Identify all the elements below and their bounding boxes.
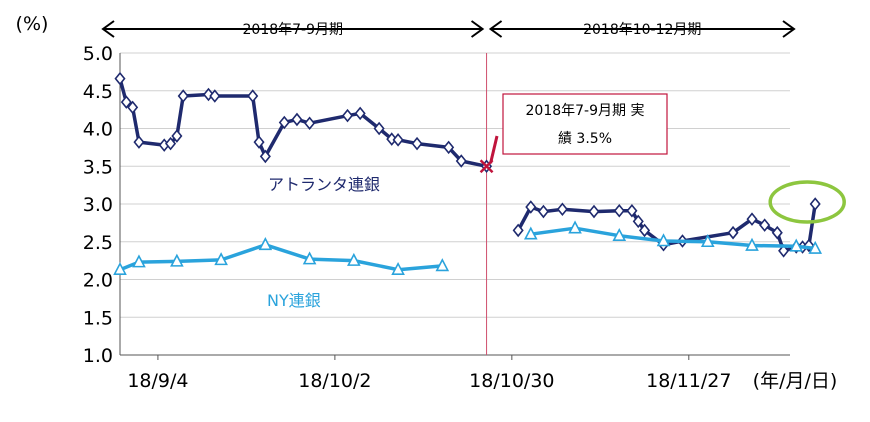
- period-arrowhead-left-0: [101, 20, 115, 38]
- y-tick-label: 1.0: [83, 345, 113, 367]
- data-point: [746, 212, 758, 226]
- data-point: [700, 234, 715, 248]
- data-point: [639, 223, 651, 238]
- data-point: [170, 253, 184, 267]
- annotation-pointer: [489, 135, 499, 164]
- x-tick-label: 18/11/27: [646, 370, 731, 392]
- data-point: [120, 95, 132, 109]
- series: [113, 71, 823, 275]
- data-point: [253, 135, 265, 149]
- x-unit-label: (年/月/日): [753, 370, 838, 392]
- data-point: [171, 129, 183, 143]
- data-point: [778, 244, 790, 258]
- data-point: [808, 240, 823, 254]
- data-point: [302, 251, 317, 265]
- data-point: [568, 220, 582, 234]
- y-tick-label: 3.0: [83, 194, 113, 216]
- data-point: [165, 136, 177, 151]
- period-label-q4: 2018年10-12月期: [583, 22, 701, 38]
- data-point: [626, 204, 638, 218]
- annotation: 2018年7-9月期 実 績 3.5%: [479, 93, 668, 174]
- annotation-x-marker: [479, 159, 494, 174]
- series-line: [118, 78, 487, 169]
- data-point: [525, 200, 537, 214]
- data-point: [209, 89, 221, 103]
- period-label-q3: 2018年7-9月期: [243, 22, 344, 38]
- data-point: [556, 202, 568, 217]
- annotation-text-line2: 績 3.5%: [558, 131, 612, 147]
- data-point: [443, 140, 455, 155]
- data-point: [612, 227, 627, 242]
- data-point: [613, 204, 625, 218]
- y-tick-label: 4.0: [83, 119, 113, 141]
- highlight-ellipse: [768, 180, 846, 224]
- data-point: [127, 100, 139, 115]
- series-atlanta: [114, 71, 821, 258]
- data-point: [373, 121, 385, 136]
- data-point: [132, 254, 146, 268]
- data-point: [177, 89, 189, 103]
- data-point: [391, 261, 405, 275]
- x-tick-label: 18/10/2: [298, 370, 371, 392]
- series-ny: [113, 220, 823, 275]
- annotation-text-line1: 2018年7-9月期 実: [526, 103, 645, 119]
- series-labels: アトランタ連銀 NY連銀: [267, 175, 380, 310]
- data-point: [656, 233, 671, 247]
- y-tick-label: 5.0: [83, 43, 113, 65]
- x-tick-label: 18/9/4: [127, 370, 188, 392]
- data-point: [113, 261, 127, 275]
- data-point: [745, 237, 759, 251]
- x-tick-labels: 18/9/4 18/10/2 18/10/30 18/11/27: [127, 355, 731, 392]
- data-point: [512, 223, 524, 238]
- data-point: [341, 108, 354, 123]
- data-point: [259, 149, 271, 164]
- data-point: [278, 115, 290, 130]
- gridlines: [120, 52, 790, 318]
- y-tick-label: 2.0: [83, 270, 113, 292]
- series-line: [119, 243, 443, 272]
- data-point: [347, 252, 361, 266]
- data-point: [789, 238, 804, 252]
- data-point: [632, 214, 644, 229]
- series-label-ny: NY連銀: [267, 291, 321, 310]
- period-arrows: 2018年7-9月期 2018年10-12月期: [101, 18, 796, 40]
- series-label-atlanta: アトランタ連銀: [268, 175, 380, 194]
- data-point: [435, 258, 450, 272]
- x-mark-stroke: [479, 159, 494, 174]
- series-line: [530, 226, 816, 251]
- period-arrowhead-right-1: [782, 20, 796, 38]
- y-tick-label: 4.5: [83, 81, 113, 103]
- data-point: [304, 116, 316, 130]
- data-point: [771, 225, 783, 240]
- axes: (%) (年/月/日): [16, 13, 838, 392]
- data-point: [809, 197, 821, 211]
- period-arrowhead-right-0: [470, 20, 485, 38]
- data-point: [114, 71, 126, 86]
- data-point: [727, 225, 739, 240]
- data-point: [588, 204, 600, 219]
- data-point: [133, 135, 145, 149]
- x-tick-label: 18/10/30: [469, 370, 554, 392]
- data-point: [214, 252, 228, 266]
- data-point: [759, 218, 771, 232]
- data-point: [354, 106, 366, 121]
- data-point: [537, 204, 549, 219]
- y-tick-label: 2.5: [83, 232, 113, 254]
- data-point: [291, 112, 303, 127]
- data-point: [247, 89, 259, 103]
- annotation-box: [502, 93, 668, 155]
- data-point: [258, 237, 273, 251]
- data-point: [523, 226, 538, 240]
- period-arrowhead-left-1: [488, 20, 503, 38]
- y-unit-label: (%): [16, 13, 49, 35]
- data-point: [455, 154, 467, 168]
- y-tick-label: 1.5: [83, 307, 113, 329]
- y-tick-label: 3.5: [83, 156, 113, 178]
- data-point: [411, 136, 423, 151]
- y-tick-labels: 1.0 1.5 2.0 2.5 3.0 3.5 4.0 4.5 5.0: [83, 43, 113, 367]
- data-point: [392, 133, 404, 147]
